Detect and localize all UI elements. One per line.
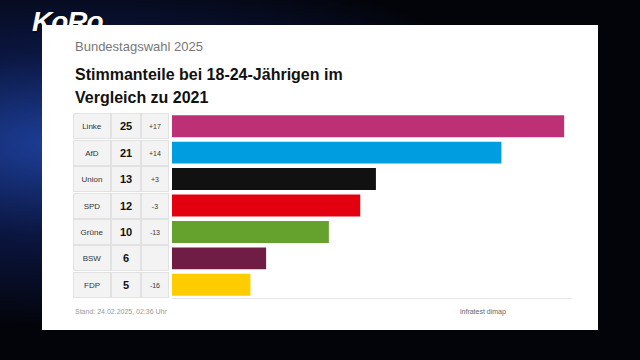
svg-text:21: 21 (120, 147, 132, 159)
svg-text:-3: -3 (152, 203, 158, 210)
svg-text:+3: +3 (151, 176, 159, 183)
svg-text:12: 12 (120, 200, 132, 212)
svg-text:6: 6 (123, 252, 129, 264)
svg-text:BSW: BSW (83, 254, 102, 263)
svg-text:10: 10 (120, 226, 132, 238)
svg-text:13: 13 (120, 173, 132, 185)
html-text:infratest dimap: infratest dimap (460, 308, 506, 315)
svg-text:-13: -13 (150, 229, 160, 236)
svg-text:5: 5 (123, 279, 129, 291)
svg-text:SPD: SPD (84, 202, 101, 211)
svg-text:Union: Union (82, 175, 103, 184)
svg-text:FDP: FDP (84, 281, 100, 290)
svg-text:-16: -16 (150, 282, 160, 289)
svg-text:25: 25 (120, 120, 132, 132)
svg-text:Grüne: Grüne (81, 228, 104, 237)
html-text:Stimmanteile bei 18-24-Jährige: Stimmanteile bei 18-24-Jährigen im Vergl… (75, 66, 343, 106)
html-text:KoRo: KoRo (32, 6, 103, 37)
svg-text:+14: +14 (149, 150, 161, 157)
html-text:Bundestagswahl 2025: Bundestagswahl 2025 (75, 39, 203, 54)
html-text:Stand: 24.02.2025, 02:36 Uhr: Stand: 24.02.2025, 02:36 Uhr (75, 308, 167, 315)
svg-text:+17: +17 (149, 123, 161, 130)
svg-text:Linke: Linke (82, 122, 102, 131)
svg-text:AfD: AfD (85, 149, 99, 158)
